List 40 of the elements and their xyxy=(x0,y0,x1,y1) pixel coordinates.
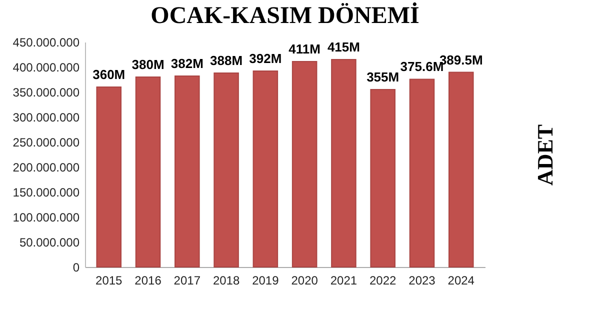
y-tick-label: 450.000.000 xyxy=(12,36,80,50)
y-tick-label: 200.000.000 xyxy=(12,160,80,174)
data-label: 360M xyxy=(92,67,126,82)
bar xyxy=(214,72,239,268)
bar xyxy=(292,61,318,268)
data-label: 380M xyxy=(132,57,164,72)
x-tick-label: 2023 xyxy=(408,274,436,288)
y-tick-label: 0 xyxy=(72,260,80,274)
y-tick-label: 350.000.000 xyxy=(12,86,80,100)
y-axis-title: ADET xyxy=(532,124,558,186)
y-tick-label: 300.000.000 xyxy=(12,110,80,124)
bar xyxy=(448,72,474,268)
bar xyxy=(96,86,122,268)
bar xyxy=(135,76,161,268)
data-label: 355M xyxy=(366,70,400,84)
x-tick-label: 2015 xyxy=(96,274,123,288)
x-tick-label: 2021 xyxy=(330,274,358,288)
x-tick-label: 2024 xyxy=(448,274,475,288)
x-tick-label: 2022 xyxy=(369,274,397,288)
y-tick-label: 100.000.000 xyxy=(12,210,80,224)
data-label: 415M xyxy=(327,40,360,54)
x-tick-label: 2017 xyxy=(174,274,201,288)
bar xyxy=(370,89,396,268)
bar xyxy=(409,78,435,268)
chart-title: OCAK-KASIM DÖNEMİ xyxy=(150,2,420,29)
x-tick-label: 2018 xyxy=(212,274,240,288)
data-label: 392M xyxy=(249,51,282,66)
bar xyxy=(252,70,278,268)
bar xyxy=(331,59,356,268)
x-tick-label: 2020 xyxy=(291,274,318,288)
y-tick-label: 400.000.000 xyxy=(12,60,80,74)
y-tick-label: 150.000.000 xyxy=(12,186,80,200)
data-label: 382M xyxy=(170,56,204,71)
x-tick-label: 2019 xyxy=(252,274,280,288)
bar xyxy=(174,76,200,268)
x-tick-label: 2016 xyxy=(134,274,162,288)
data-label: 411M xyxy=(288,42,320,56)
data-label: 388M xyxy=(210,53,243,68)
y-tick-label: 250.000.000 xyxy=(12,136,80,150)
y-tick-label: 50.000.000 xyxy=(19,236,80,250)
